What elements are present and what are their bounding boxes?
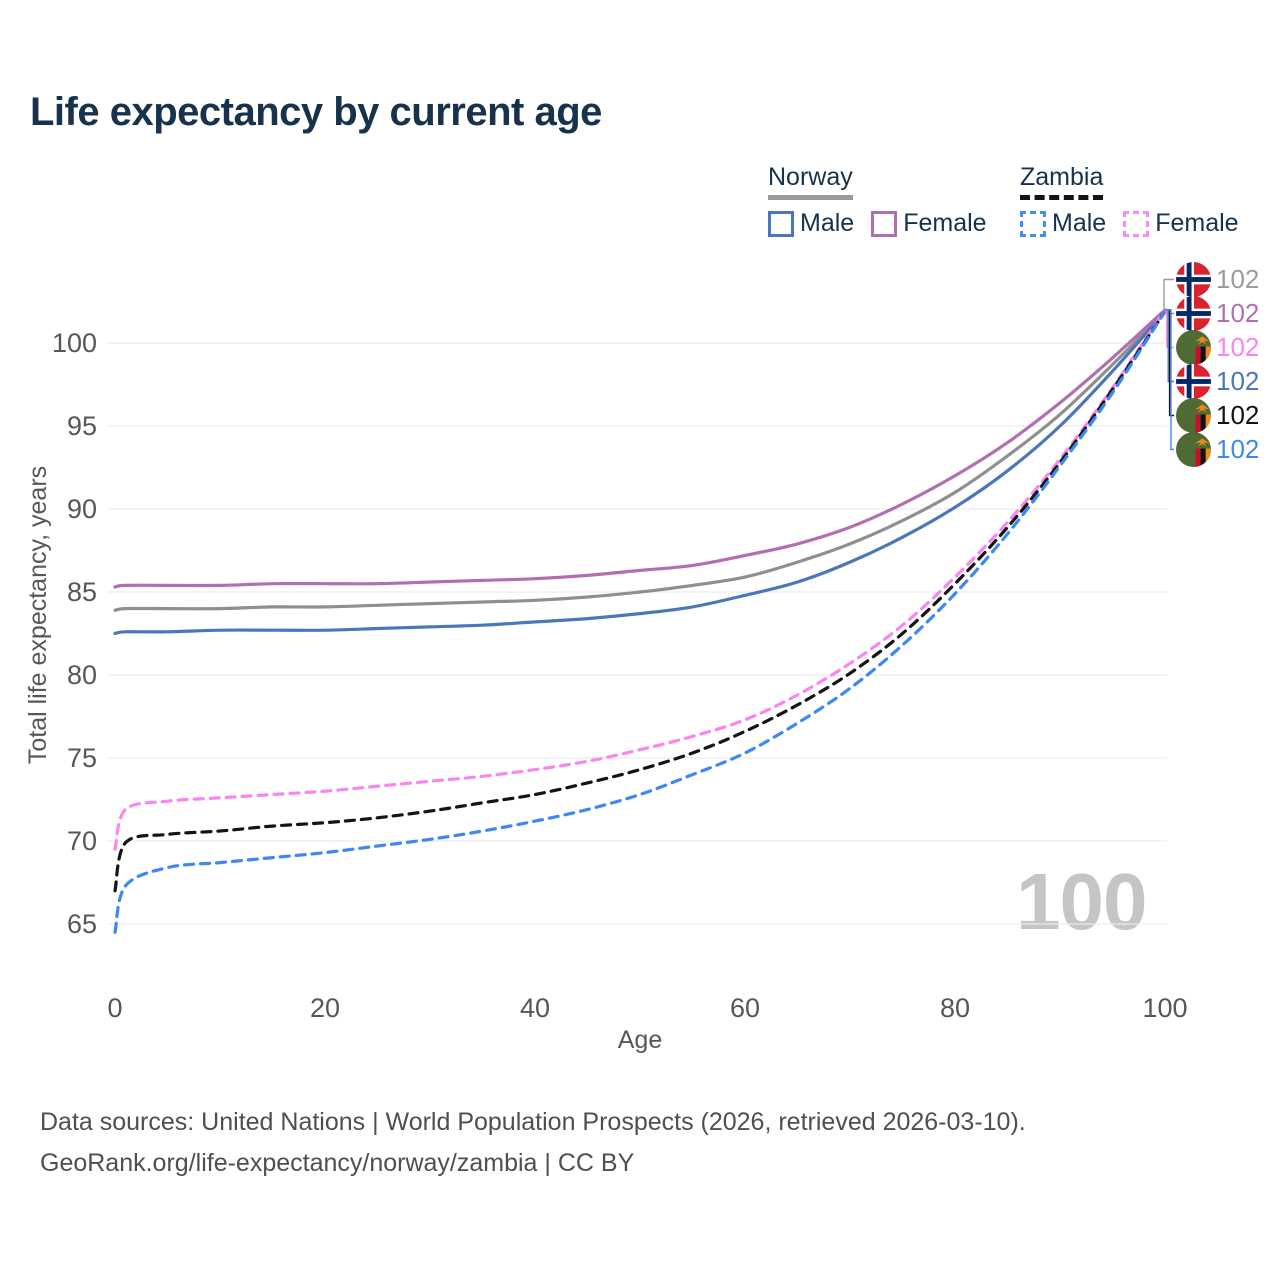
page-title: Life expectancy by current age: [30, 90, 602, 134]
legend-group-norway: Norway Male Female: [768, 163, 987, 238]
norway-flag-icon: [1176, 262, 1211, 297]
y-tick-label: 95: [67, 411, 97, 441]
legend-item-label: Female: [903, 209, 987, 237]
zambia-flag-icon: [1176, 398, 1211, 433]
end-label-row-zambia: 102: [1176, 398, 1259, 433]
end-label-row-zambia: 102: [1176, 330, 1259, 365]
legend-header-norway: Norway: [768, 163, 853, 200]
y-tick-label: 85: [67, 577, 97, 607]
legend-item-norway-male[interactable]: Male: [768, 209, 854, 238]
x-tick-label: 40: [520, 993, 550, 1023]
zambia-female-swatch-icon: [1123, 210, 1150, 237]
legend-item-zambia-male[interactable]: Male: [1020, 209, 1106, 238]
y-tick-label: 75: [67, 743, 97, 773]
series-line-norway-female[interactable]: [113, 308, 1167, 589]
x-tick-label: 0: [107, 993, 122, 1023]
end-value-label: 102: [1216, 298, 1260, 328]
end-label-row-zambia: 102: [1176, 432, 1259, 467]
norway-female-swatch-icon: [871, 210, 898, 237]
zambia-flag-icon: [1176, 432, 1211, 467]
end-label-row-norway: 102: [1176, 262, 1259, 297]
attribution-link-text[interactable]: GeoRank.org/life-expectancy/norway/zambi…: [40, 1149, 635, 1177]
x-axis-title: Age: [618, 1026, 662, 1054]
end-value-label: 102: [1216, 434, 1260, 464]
end-label-row-norway: 102: [1176, 364, 1259, 399]
legend-item-zambia-female[interactable]: Female: [1123, 209, 1239, 238]
y-tick-label: 70: [67, 826, 97, 856]
zambia-male-swatch-icon: [1020, 210, 1046, 237]
series-line-zambia-male[interactable]: [113, 309, 1167, 934]
legend-item-label: Female: [1155, 209, 1239, 237]
data-sources-text: Data sources: United Nations | World Pop…: [40, 1108, 1026, 1136]
series-line-zambia-female[interactable]: [113, 308, 1167, 851]
end-value-label: 102: [1216, 332, 1260, 362]
x-tick-label: 100: [1142, 993, 1187, 1023]
legend-group-zambia: Zambia Male Female: [1020, 163, 1239, 238]
series-line-norway-all[interactable]: [113, 309, 1167, 612]
norway-male-swatch-icon: [768, 210, 794, 237]
leader-line: [1163, 278, 1174, 311]
x-tick-label: 80: [940, 993, 970, 1023]
x-tick-label: 60: [730, 993, 760, 1023]
x-tick-label: 20: [310, 993, 340, 1023]
y-tick-label: 65: [67, 909, 97, 939]
y-tick-label: 90: [67, 494, 97, 524]
end-value-label: 102: [1216, 264, 1260, 294]
legend-items-norway: Male Female: [768, 209, 987, 238]
legend-item-norway-female[interactable]: Female: [871, 209, 987, 238]
end-value-label: 102: [1216, 400, 1260, 430]
leader-line: [1165, 309, 1174, 451]
y-tick-label: 100: [52, 328, 97, 358]
series-line-zambia-all[interactable]: [113, 309, 1167, 893]
legend-header-zambia: Zambia: [1020, 163, 1104, 200]
series-line-norway-male[interactable]: [113, 309, 1167, 636]
y-axis-title: Total life expectancy, years: [24, 466, 52, 764]
end-value-label: 102: [1216, 366, 1260, 396]
end-label-row-norway: 102: [1176, 296, 1259, 331]
norway-flag-icon: [1176, 364, 1211, 399]
legend-items-zambia: Male Female: [1020, 209, 1239, 238]
zambia-flag-icon: [1176, 330, 1211, 365]
legend-item-label: Male: [1052, 209, 1107, 237]
age-counter-watermark: 100: [1016, 857, 1147, 946]
y-tick-label: 80: [67, 660, 97, 690]
norway-flag-icon: [1176, 296, 1211, 331]
legend-item-label: Male: [800, 209, 855, 237]
